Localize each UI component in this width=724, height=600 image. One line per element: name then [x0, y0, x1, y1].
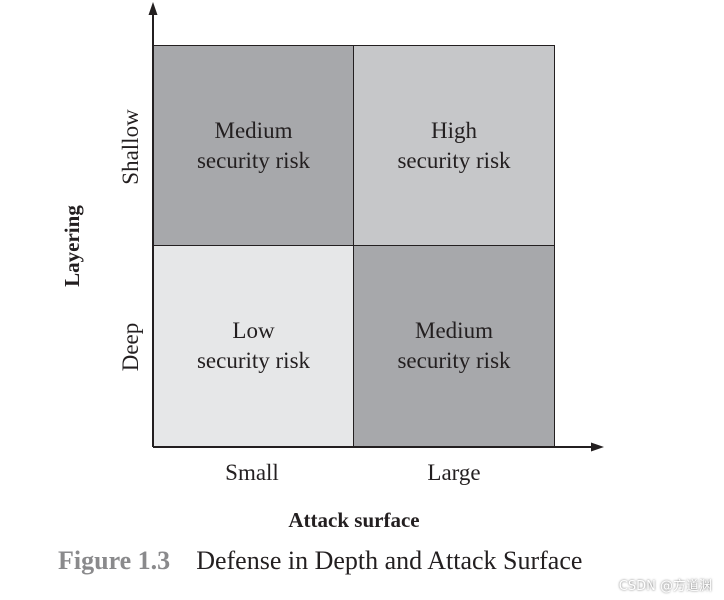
cell-label: Medium security risk	[354, 316, 554, 376]
figure-title: Defense in Depth and Attack Surface	[196, 546, 583, 575]
y-axis-arrowhead	[148, 2, 158, 15]
cell-label: Low security risk	[153, 316, 354, 376]
x-tick-small: Small	[225, 460, 279, 485]
risk-suffix: security risk	[196, 348, 311, 373]
figure-caption: Figure 1.3 Defense in Depth and Attack Su…	[58, 546, 582, 576]
cell-shallow-small: Medium security risk	[152, 45, 355, 247]
x-axis-arrowhead	[591, 442, 604, 452]
cell-shallow-large: High security risk	[353, 45, 555, 247]
y-tick-shallow: Shallow	[118, 109, 143, 185]
cell-label: Medium security risk	[153, 116, 354, 176]
watermark: CSDN @方道渊	[618, 579, 712, 594]
x-tick-large: Large	[427, 460, 481, 485]
risk-suffix: security risk	[196, 148, 311, 173]
cell-deep-large: Medium security risk	[353, 245, 555, 447]
risk-level: High	[431, 118, 477, 143]
x-axis-title: Attack surface	[288, 508, 420, 532]
cell-label: High security risk	[354, 116, 554, 176]
figure-number: Figure 1.3	[58, 546, 171, 575]
risk-level: Low	[232, 318, 275, 343]
y-tick-deep: Deep	[118, 322, 143, 372]
y-axis-title: Layering	[60, 205, 84, 287]
risk-level: Medium	[415, 318, 493, 343]
cell-deep-small: Low security risk	[152, 245, 355, 447]
risk-suffix: security risk	[397, 348, 511, 373]
risk-level: Medium	[214, 118, 293, 143]
risk-suffix: security risk	[397, 148, 511, 173]
